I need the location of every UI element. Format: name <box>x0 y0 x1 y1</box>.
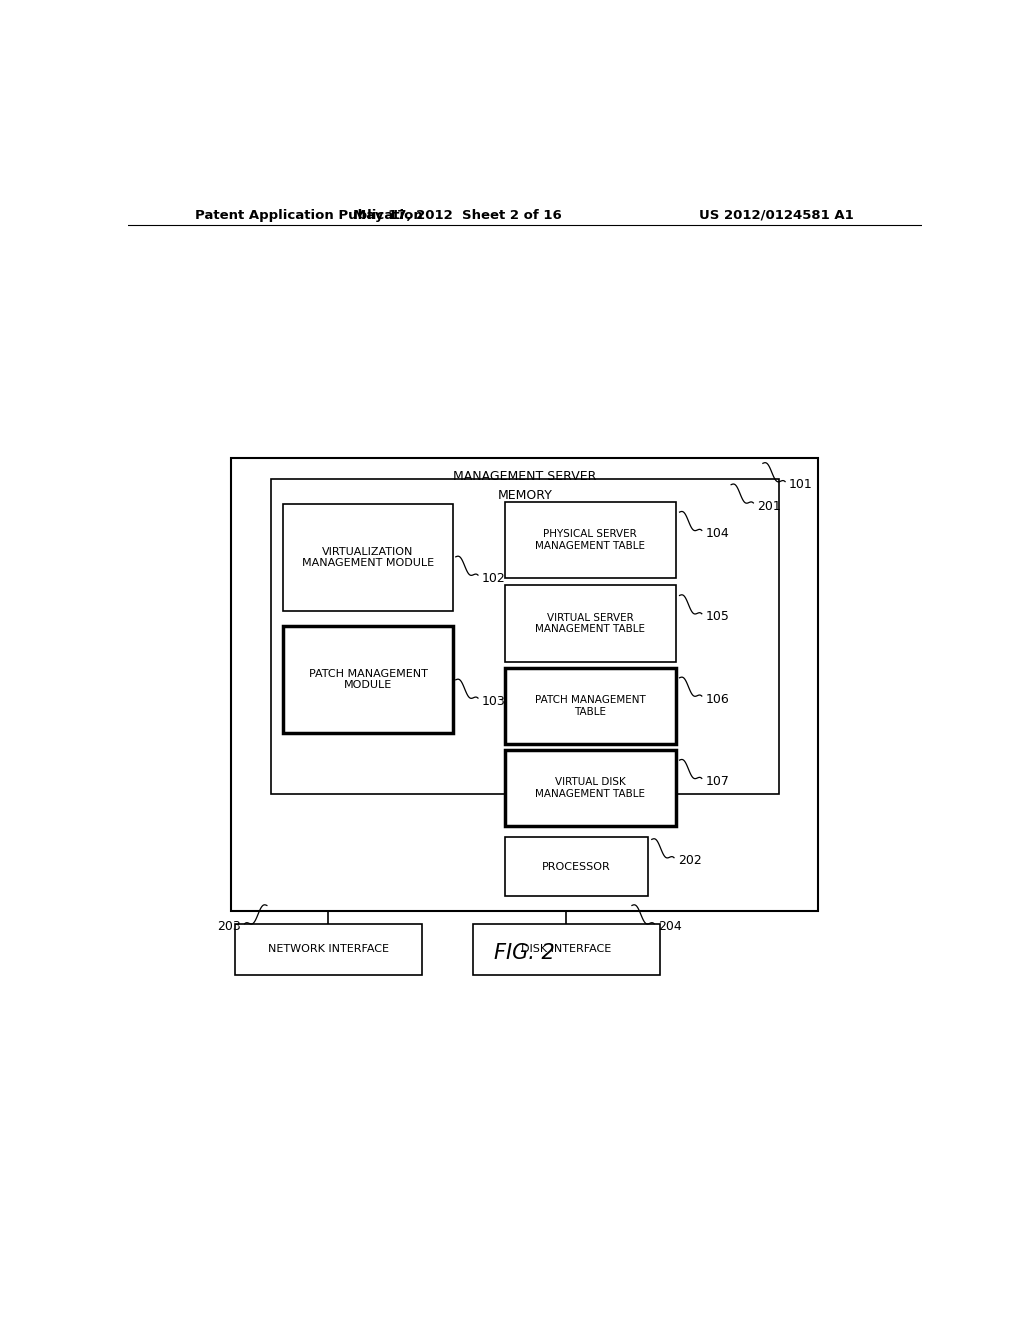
Bar <box>505 837 648 896</box>
Text: 106: 106 <box>706 693 729 706</box>
Text: NETWORK INTERFACE: NETWORK INTERFACE <box>268 944 389 954</box>
Text: 105: 105 <box>706 610 730 623</box>
Bar <box>505 585 676 661</box>
Text: PATCH MANAGEMENT
TABLE: PATCH MANAGEMENT TABLE <box>535 694 646 717</box>
Text: 202: 202 <box>678 854 701 867</box>
Text: PATCH MANAGEMENT
MODULE: PATCH MANAGEMENT MODULE <box>308 668 427 690</box>
Text: PROCESSOR: PROCESSOR <box>542 862 610 871</box>
Text: 107: 107 <box>706 775 730 788</box>
Text: VIRTUAL SERVER
MANAGEMENT TABLE: VIRTUAL SERVER MANAGEMENT TABLE <box>536 612 645 634</box>
Text: 103: 103 <box>482 694 506 708</box>
Text: VIRTUAL DISK
MANAGEMENT TABLE: VIRTUAL DISK MANAGEMENT TABLE <box>536 777 645 799</box>
Text: MEMORY: MEMORY <box>498 488 552 502</box>
Bar <box>283 504 454 611</box>
Text: 102: 102 <box>482 572 506 585</box>
Text: US 2012/0124581 A1: US 2012/0124581 A1 <box>699 209 854 222</box>
Bar <box>505 668 676 744</box>
Text: 201: 201 <box>758 499 781 512</box>
Text: MANAGEMENT SERVER: MANAGEMENT SERVER <box>453 470 597 483</box>
Bar <box>505 502 676 578</box>
Text: DISK INTERFACE: DISK INTERFACE <box>521 944 611 954</box>
Bar <box>236 924 422 974</box>
Text: 204: 204 <box>658 920 682 933</box>
Text: 203: 203 <box>217 920 241 933</box>
Text: VIRTUALIZATION
MANAGEMENT MODULE: VIRTUALIZATION MANAGEMENT MODULE <box>302 546 434 568</box>
Text: Patent Application Publication: Patent Application Publication <box>196 209 423 222</box>
Text: 104: 104 <box>706 527 729 540</box>
Bar <box>270 479 779 793</box>
Bar <box>505 750 676 826</box>
Text: PHYSICAL SERVER
MANAGEMENT TABLE: PHYSICAL SERVER MANAGEMENT TABLE <box>536 529 645 550</box>
Bar <box>231 458 818 911</box>
Text: May 17, 2012  Sheet 2 of 16: May 17, 2012 Sheet 2 of 16 <box>353 209 562 222</box>
Bar <box>473 924 659 974</box>
Text: FIG. 2: FIG. 2 <box>495 944 555 964</box>
Text: 101: 101 <box>790 478 813 491</box>
Bar <box>283 626 454 733</box>
